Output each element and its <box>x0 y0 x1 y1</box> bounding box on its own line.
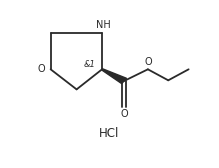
Text: O: O <box>120 109 128 119</box>
Text: &1: &1 <box>83 60 95 69</box>
Polygon shape <box>102 69 127 84</box>
Text: HCl: HCl <box>99 128 119 140</box>
Text: NH: NH <box>95 20 110 30</box>
Text: O: O <box>144 57 152 67</box>
Text: O: O <box>37 64 45 74</box>
